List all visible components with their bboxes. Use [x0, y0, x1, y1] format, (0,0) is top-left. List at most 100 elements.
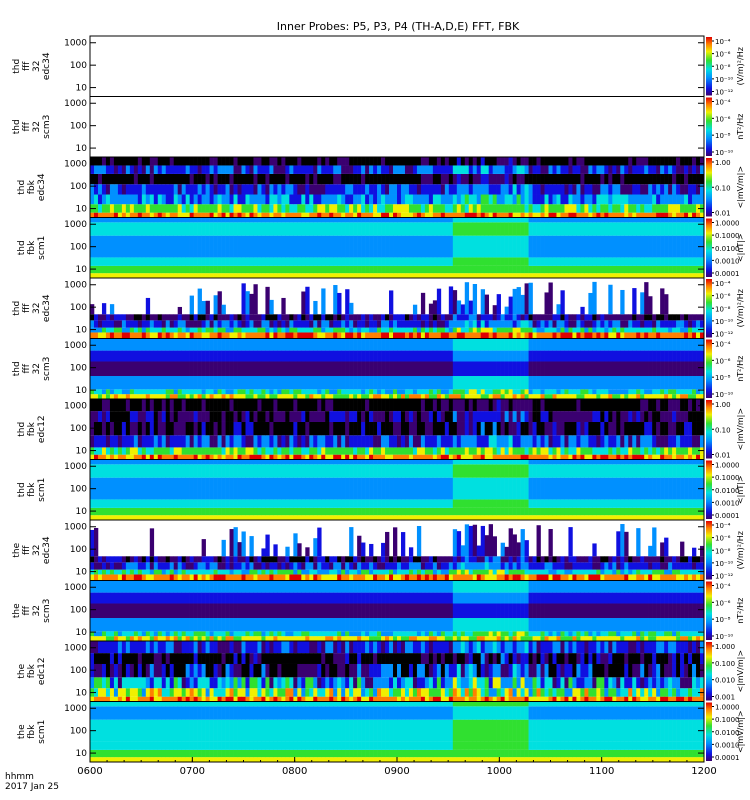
spectrogram-cell [117, 332, 123, 339]
spectrogram-cell [664, 157, 669, 166]
spectrogram-cell [305, 332, 310, 339]
spectrogram-cell [556, 212, 561, 218]
spectrogram-cell [424, 204, 430, 213]
spectrogram-cell [117, 350, 123, 362]
spectrogram-cell [560, 389, 565, 395]
spectrogram-cell [153, 515, 159, 520]
spectrogram-cell [460, 435, 466, 448]
spectrogram-cell [373, 399, 378, 412]
spectrogram-cell [293, 350, 298, 362]
spectrogram-cell [540, 454, 545, 460]
spectrogram-cell [313, 421, 318, 436]
spectrogram-cell [568, 338, 573, 351]
spectrogram-cell [189, 173, 194, 185]
spectrogram-cell [209, 394, 214, 399]
spectrogram-cell [105, 389, 111, 395]
spectrogram-cell [173, 332, 179, 339]
spectrogram-cell [269, 320, 274, 328]
spectrogram-cell [560, 212, 565, 218]
spectrogram-cell [432, 327, 438, 333]
spectrogram-cell [101, 361, 107, 377]
spectrogram-cell [648, 332, 653, 339]
spectrogram-cell [197, 361, 202, 377]
spectrogram-cell [337, 265, 342, 274]
spectrogram-cell [269, 165, 274, 174]
spectrogram-cell [620, 361, 625, 377]
spectrogram-cell [105, 454, 111, 460]
spectrogram-cell [528, 421, 533, 436]
spectrogram-cell [580, 327, 585, 333]
spectrogram-cell [448, 212, 454, 218]
spectrogram-cell [253, 165, 258, 174]
spectrogram-cell [185, 165, 190, 174]
spectrogram-cell [261, 320, 266, 328]
spectrogram-cell [416, 204, 422, 213]
spectrogram-cell [540, 204, 545, 213]
spectrogram-cell [161, 435, 167, 448]
spectrogram-cell [420, 235, 426, 258]
spectrogram-cell [660, 361, 665, 377]
spectrogram-cell [604, 204, 609, 213]
spectrogram-cell [476, 361, 482, 377]
spectrogram-cell [432, 212, 438, 218]
spectrogram-cell [217, 212, 222, 218]
spectrogram-cell [97, 257, 103, 266]
spectrogram-cell [349, 257, 354, 266]
spectrogram-cell [700, 338, 705, 351]
spectrogram-cell [676, 184, 681, 195]
spectrogram-cell [249, 435, 254, 448]
spectrogram-cell [520, 435, 525, 448]
spectrogram-cell [157, 165, 163, 174]
spectrogram-cell [460, 157, 466, 166]
spectrogram-cell [444, 184, 450, 195]
spectrogram-cell [592, 376, 597, 390]
spectrogram-cell [345, 399, 350, 412]
spectrogram-cell [460, 265, 466, 274]
spectrogram-cell [652, 265, 657, 274]
spectrogram-cell [536, 447, 541, 455]
spectrogram-cell [153, 454, 159, 460]
spectrogram-cell [692, 411, 697, 422]
spectrogram-cell [237, 499, 242, 508]
spectrogram-cell [205, 507, 210, 516]
spectrogram-cell [337, 447, 342, 455]
spectrogram-cell [209, 411, 214, 422]
spectrogram-cell [464, 235, 470, 258]
spectrogram-cell [548, 350, 553, 362]
spectrogram-cell [692, 265, 697, 274]
spectrogram-cell [400, 338, 406, 351]
spectrogram-cell [528, 435, 533, 448]
spectrogram-cell [157, 477, 163, 500]
spectrogram-cell [233, 194, 238, 205]
spectrogram-cell [676, 421, 681, 436]
spectrogram-cell [101, 327, 107, 333]
spectrogram-cell [516, 204, 521, 213]
spectrogram-cell [684, 222, 689, 236]
spectrogram-cell [97, 477, 103, 500]
spectrogram-cell [213, 399, 218, 412]
spectrogram-cell [428, 399, 434, 412]
spectrogram-cell [400, 320, 406, 328]
spectrogram-cell [408, 265, 414, 274]
spectrogram-cell [329, 447, 334, 455]
spectrogram-cell [101, 338, 107, 351]
spectrogram-cell [472, 411, 478, 422]
spectrogram-cell [229, 459, 234, 465]
spectrogram-cell [652, 165, 657, 174]
spectrogram-cell [257, 327, 262, 333]
spectrogram-cell [245, 217, 250, 223]
spectrogram-cell [648, 194, 653, 205]
spectrogram-cell [161, 399, 167, 412]
spectrogram-cell [648, 394, 653, 399]
spectrogram-cell [93, 394, 99, 399]
spectrogram-cell [684, 389, 689, 395]
spectrogram-cell [157, 194, 163, 205]
spectrogram-cell [117, 399, 123, 412]
spectrogram-cell [373, 184, 378, 195]
spectrogram-cell [444, 435, 450, 448]
spectrogram-cell [544, 327, 549, 333]
spectrogram-cell [289, 314, 294, 321]
spectrogram-cell [528, 361, 533, 377]
spectrogram-cell [660, 204, 665, 213]
spectrogram-cell [468, 194, 474, 205]
